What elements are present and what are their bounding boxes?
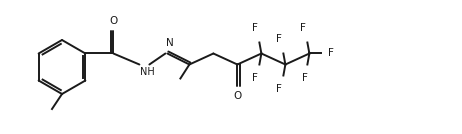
Text: F: F <box>300 23 306 34</box>
Text: F: F <box>276 85 282 94</box>
Text: F: F <box>276 34 282 44</box>
Text: NH: NH <box>140 68 155 77</box>
Text: F: F <box>252 23 258 34</box>
Text: F: F <box>328 49 334 59</box>
Text: O: O <box>233 92 242 101</box>
Text: N: N <box>166 38 174 49</box>
Text: F: F <box>252 74 258 83</box>
Text: O: O <box>109 16 117 27</box>
Text: F: F <box>303 74 308 83</box>
